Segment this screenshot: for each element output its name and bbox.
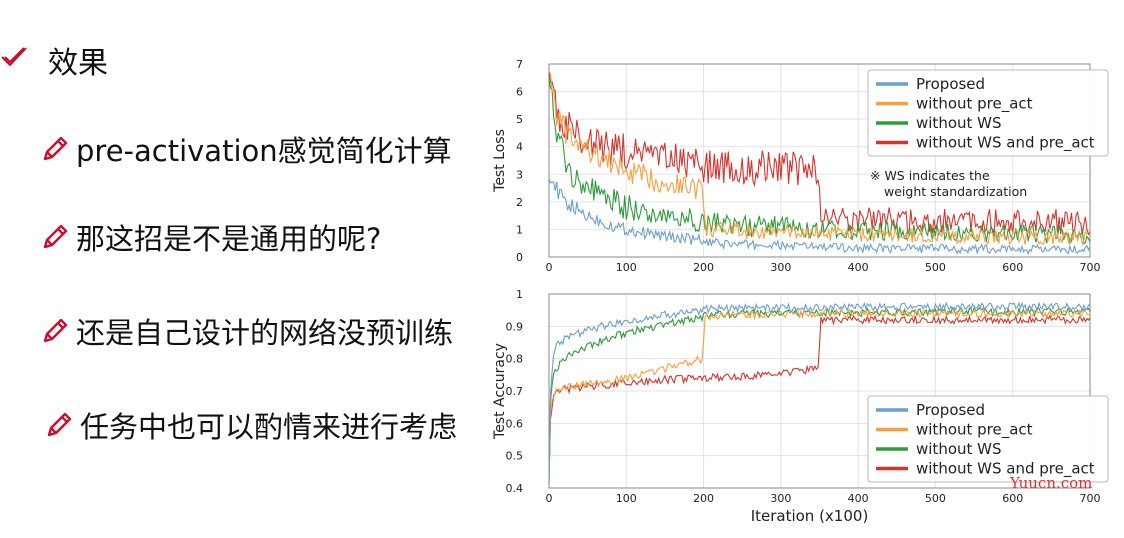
bullet-item: 任务中也可以酌情来进行考虑 bbox=[44, 404, 457, 446]
pencil-icon bbox=[43, 136, 68, 161]
series-line-2 bbox=[548, 78, 1091, 245]
x-tick-label: 600 bbox=[1002, 492, 1023, 505]
x-tick-label: 500 bbox=[925, 261, 946, 274]
pencil-icon bbox=[43, 318, 68, 343]
x-tick-label: 100 bbox=[616, 492, 637, 505]
legend-label: without WS and pre_act bbox=[916, 134, 1095, 153]
series-line-0 bbox=[548, 178, 1091, 256]
x-tick-label: 200 bbox=[693, 492, 714, 505]
series-line-3 bbox=[548, 314, 1091, 483]
series-line-3 bbox=[548, 72, 1091, 236]
legend-label: without pre_act bbox=[916, 421, 1033, 440]
plot-frame bbox=[548, 63, 1091, 258]
y-tick-label: 4 bbox=[516, 141, 523, 154]
watermark: Yuucn.com bbox=[1010, 474, 1093, 492]
x-tick-label: 400 bbox=[848, 492, 869, 505]
y-tick-label: 0.5 bbox=[506, 450, 524, 463]
y-tick-label: 0.8 bbox=[506, 353, 524, 366]
y-tick-label: 3 bbox=[516, 168, 523, 181]
bullet-item: pre-activation感觉简化计算 bbox=[40, 128, 452, 170]
legend-label: without WS and pre_act bbox=[916, 460, 1095, 479]
x-tick-label: 600 bbox=[1002, 261, 1023, 274]
accuracy-chart: 0 100 200 300 400 500 600 700 0.4 0.5 0.6 0.7 0.8 0.9… bbox=[492, 288, 1109, 525]
bullet-text: 还是自己设计的网络没预训练 bbox=[76, 316, 454, 350]
x-tick-label: 400 bbox=[848, 261, 869, 274]
y-tick-label: 0.4 bbox=[506, 482, 524, 495]
bullet-text: 任务中也可以酌情来进行考虑 bbox=[80, 410, 458, 444]
series-line-1 bbox=[548, 308, 1091, 478]
y-axis-label: Test Accuracy bbox=[492, 343, 508, 440]
series-line-0 bbox=[548, 301, 1091, 486]
pencil-icon bbox=[43, 224, 68, 249]
pencil-icon bbox=[47, 412, 72, 437]
x-tick-label: 200 bbox=[693, 261, 714, 274]
y-tick-label: 0.7 bbox=[506, 385, 524, 398]
check-icon bbox=[1, 47, 27, 67]
y-tick-label: 5 bbox=[516, 113, 523, 126]
legend-label: Proposed bbox=[916, 401, 985, 419]
legend-label: without WS bbox=[916, 440, 1002, 458]
chart-annotation: ※ WS indicates the bbox=[870, 168, 990, 183]
y-tick-label: 0.9 bbox=[506, 320, 524, 333]
bullet-item: 还是自己设计的网络没预训练 bbox=[40, 310, 453, 352]
x-tick-label: 500 bbox=[925, 492, 946, 505]
series-line-1 bbox=[548, 71, 1091, 247]
y-axis-label: Test Loss bbox=[492, 129, 508, 193]
plot-frame bbox=[548, 293, 1091, 489]
x-tick-label: 700 bbox=[1080, 492, 1101, 505]
legend-box bbox=[867, 395, 1109, 483]
legend-label: Proposed bbox=[916, 75, 985, 93]
chart-annotation: weight standardization bbox=[884, 184, 1027, 199]
bullet-text: pre-activation感觉简化计算 bbox=[76, 134, 452, 168]
x-tick-label: 0 bbox=[546, 492, 553, 505]
x-tick-label: 300 bbox=[770, 261, 791, 274]
x-tick-label: 0 bbox=[546, 261, 553, 274]
x-tick-label: 300 bbox=[770, 492, 791, 505]
slide-heading: 效果 bbox=[48, 46, 108, 81]
bullet-text: 那这招是不是通用的呢? bbox=[76, 222, 382, 256]
x-axis-label: Iteration (x100) bbox=[751, 507, 869, 525]
legend-label: without WS bbox=[916, 114, 1002, 132]
y-tick-label: 6 bbox=[516, 86, 523, 99]
y-tick-label: 0 bbox=[516, 251, 523, 264]
y-tick-label: 7 bbox=[516, 58, 523, 71]
y-tick-label: 2 bbox=[516, 196, 523, 209]
legend-box bbox=[867, 69, 1109, 157]
y-tick-label: 1 bbox=[516, 223, 523, 236]
loss-chart: 0 100 200 300 400 500 600 700 0 1 2 3 4 5 6 7 Test Loss P… bbox=[492, 58, 1109, 274]
legend-label: without pre_act bbox=[916, 95, 1033, 114]
y-tick-label: 0.6 bbox=[506, 417, 524, 430]
bullet-item: 那这招是不是通用的呢? bbox=[40, 216, 381, 258]
y-tick-label: 1 bbox=[516, 288, 523, 301]
series-line-2 bbox=[548, 305, 1091, 485]
x-tick-label: 700 bbox=[1080, 261, 1101, 274]
x-tick-label: 100 bbox=[616, 261, 637, 274]
